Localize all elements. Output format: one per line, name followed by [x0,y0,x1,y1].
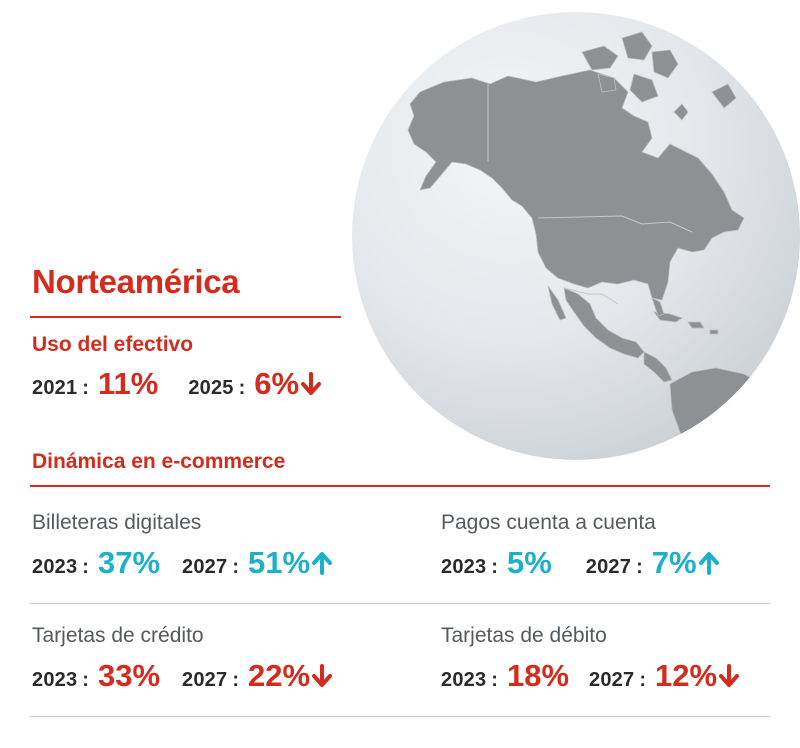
stat-separator: : [238,377,246,399]
stat-separator: : [639,669,646,691]
stat-value: 11% [97,366,159,401]
stat-value: 18% [506,658,570,693]
method-label: Tarjetas de crédito [32,624,204,647]
arrow-up-icon [311,551,333,575]
stat-separator: : [636,556,643,578]
method-stats: 2023 : 18% 2027 : 12% [441,658,740,694]
stat-year: 2027 [589,669,635,691]
arrow-down-icon [718,664,740,688]
stat-value: 12% [654,658,718,693]
stat-year: 2023 [32,556,78,578]
north-america-globe-icon [352,12,800,460]
method-label: Billeteras digitales [32,511,202,534]
stat-year: 2023 [441,669,487,691]
stat-year: 2023 [441,556,487,578]
row-divider [30,603,770,604]
stat-separator: : [232,669,239,691]
stat-year: 2027 [182,556,228,578]
row-divider [30,716,770,717]
stat-value: 7% [651,545,697,580]
method-stats: 2023 : 5% 2027 : 7% [441,545,720,581]
region-title: Norteamérica [32,263,240,300]
stat-value: 5% [506,545,552,580]
stat-value: 22% [247,658,311,693]
method-stats: 2023 : 37% 2027 : 51% [32,545,333,581]
cash-use-heading: Uso del efectivo [32,333,194,356]
arrow-down-icon [311,664,333,688]
stat-separator: : [491,669,498,691]
stat-year: 2027 [182,669,228,691]
stat-separator: : [232,556,239,578]
title-divider [30,316,341,318]
stat-value: 33% [97,658,161,693]
ecommerce-heading: Dinámica en e-commerce [32,450,286,473]
stat-year: 2025 [188,377,234,399]
method-label: Pagos cuenta a cuenta [441,511,656,534]
stat-year: 2023 [32,669,78,691]
cash-use-stats: 2021 : 11% 2025 : 6% [32,366,322,402]
ecommerce-divider [30,485,770,487]
stat-value: 6% [254,366,300,401]
stat-value: 51% [247,545,311,580]
stat-year: 2027 [585,556,632,578]
method-stats: 2023 : 33% 2027 : 22% [32,658,333,694]
arrow-up-icon [698,551,720,575]
stat-year: 2021 [32,377,78,399]
stat-separator: : [82,669,89,691]
stat-separator: : [82,556,89,578]
arrow-down-icon [300,372,322,396]
stat-separator: : [82,377,89,399]
method-label: Tarjetas de débito [441,624,607,647]
stat-value: 37% [97,545,161,580]
stat-separator: : [491,556,498,578]
